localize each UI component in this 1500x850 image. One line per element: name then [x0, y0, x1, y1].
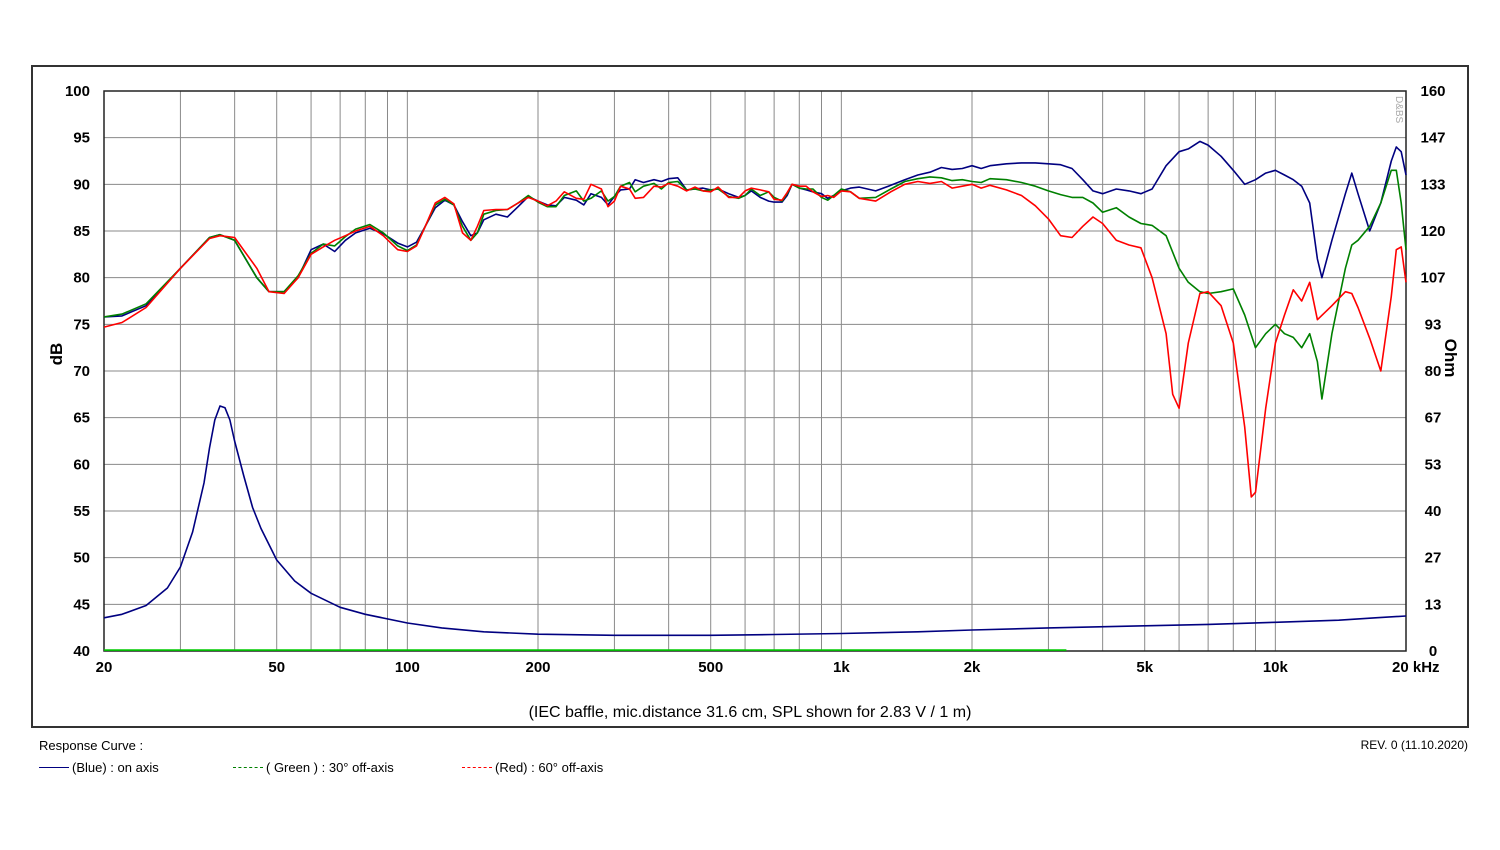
x-tick-label: 200: [525, 659, 550, 676]
y-tick-label: 90: [73, 176, 90, 193]
x-tick-label: 500: [698, 659, 723, 676]
y2-tick-label: 160: [1420, 83, 1445, 100]
series-line--red-60-off-axis: [103, 180, 1407, 498]
y-tick-label: 75: [73, 316, 90, 333]
x-tick-label: 20: [96, 659, 113, 676]
y2-tick-label: 120: [1420, 223, 1445, 240]
x-tick-label: 50: [268, 659, 285, 676]
y-axis-title: dB: [47, 343, 66, 366]
measurement-note: (IEC baffle, mic.distance 31.6 cm, SPL s…: [529, 704, 972, 721]
plot-area-border: [103, 90, 1407, 652]
y-tick-label: 85: [73, 223, 90, 240]
revision-label: REV. 0 (11.10.2020): [1360, 738, 1468, 752]
legend-item-green: ( Green ) : 30° off-axis: [233, 760, 394, 775]
legend-label-green: ( Green ) : 30° off-axis: [266, 760, 394, 775]
legend-swatch-green: [233, 767, 263, 768]
y2-tick-label: 107: [1420, 270, 1445, 287]
x-tick-label: 2k: [964, 659, 981, 676]
y2-tick-label: 133: [1420, 176, 1445, 193]
y2-tick-label: 40: [1425, 503, 1442, 520]
y2-tick-label: 27: [1425, 550, 1442, 567]
y2-tick-label: 147: [1420, 130, 1445, 147]
y-tick-label: 80: [73, 270, 90, 287]
chart-frame: [31, 65, 1469, 728]
y2-tick-label: 13: [1425, 596, 1442, 613]
legend-label-red: (Red) : 60° off-axis: [495, 760, 604, 775]
legend-item-blue: (Blue) : on axis: [39, 760, 159, 775]
y-tick-label: 95: [73, 130, 90, 147]
y2-tick-label: 67: [1425, 410, 1442, 427]
legend-title: Response Curve :: [39, 738, 144, 753]
legend-swatch-blue: [39, 767, 69, 768]
tick-labels: 100 95 90 85 80 75 70 65 60 55 50 45 40 160 147 133 120 1…: [65, 83, 1446, 676]
y2-tick-label: 0: [1429, 643, 1437, 660]
y-tick-label: 100: [65, 83, 90, 100]
legend-label-blue: (Blue) : on axis: [72, 760, 159, 775]
x-tick-label: 5k: [1136, 659, 1153, 676]
y-tick-label: 60: [73, 456, 90, 473]
watermark-logo: D&BS: [1393, 96, 1404, 124]
x-tick-label: 100: [395, 659, 420, 676]
y-tick-label: 70: [73, 363, 90, 380]
legend-swatch-red: [462, 767, 492, 768]
y2-tick-label: 93: [1425, 316, 1442, 333]
curves: [103, 140, 1407, 651]
y-tick-label: 55: [73, 503, 90, 520]
y2-tick-label: 80: [1425, 363, 1442, 380]
y-tick-label: 45: [73, 596, 90, 613]
series-line-impedance: [103, 405, 1407, 637]
y2-tick-label: 53: [1425, 456, 1442, 473]
y-tick-label: 40: [73, 643, 90, 660]
y-tick-label: 65: [73, 410, 90, 427]
y2-axis-title: Ohm: [1441, 339, 1460, 378]
legend-item-red: (Red) : 60° off-axis: [462, 760, 603, 775]
x-tick-label: 1k: [833, 659, 850, 676]
y-tick-label: 50: [73, 550, 90, 567]
x-tick-label: 10k: [1263, 659, 1289, 676]
x-tick-label: 20 kHz: [1392, 659, 1440, 676]
